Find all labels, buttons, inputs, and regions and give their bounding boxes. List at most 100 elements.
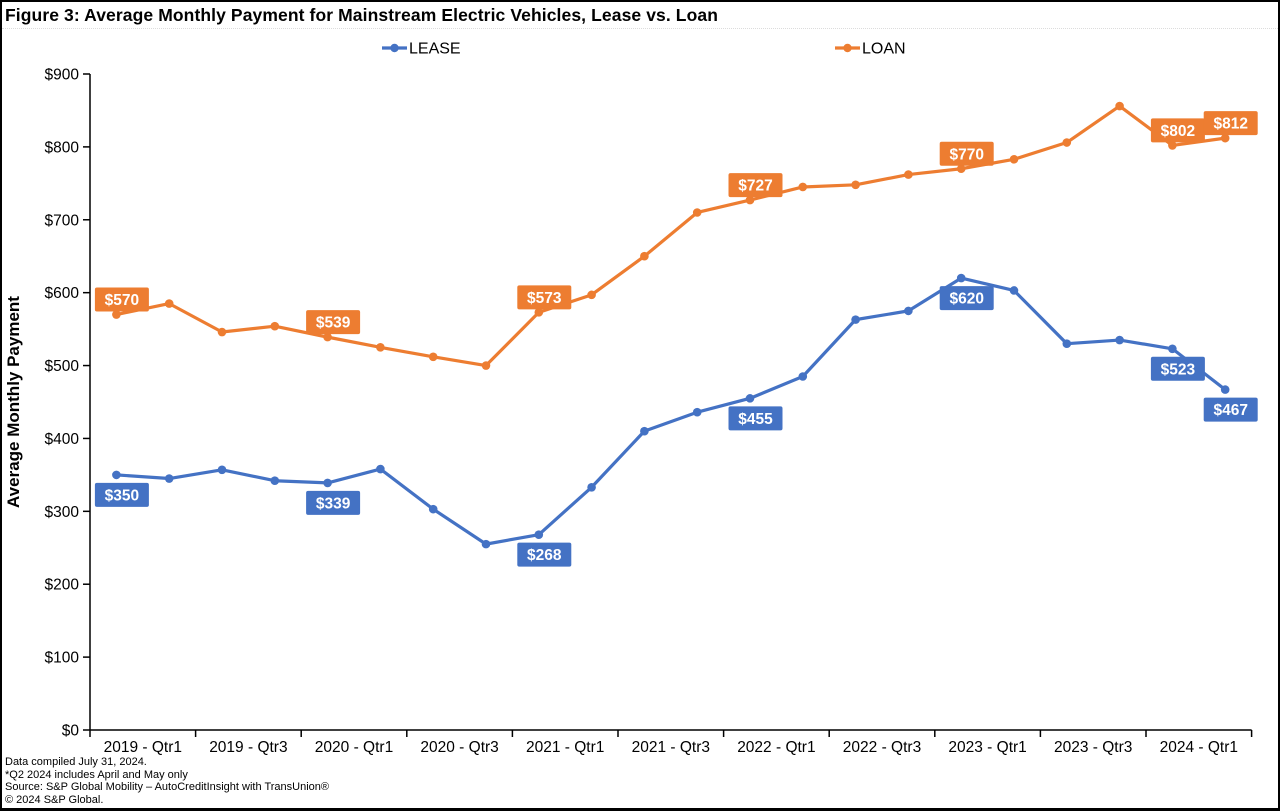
loan-data-label-box bbox=[517, 285, 572, 310]
legend-item-loan: LOAN bbox=[835, 41, 906, 58]
lease-data-point bbox=[851, 315, 860, 324]
lease-data-point bbox=[534, 530, 544, 539]
footnote-q2-note: *Q2 2024 includes April and May only bbox=[5, 768, 188, 781]
lease-data-label: $523 bbox=[1161, 361, 1196, 378]
loan-data-point bbox=[217, 327, 227, 337]
lease-data-label: $620 bbox=[949, 291, 983, 308]
lease-data-label: $455 bbox=[738, 411, 773, 428]
y-axis-title: Average Monthly Payment bbox=[4, 296, 23, 508]
y-axis-tick-label: $600 bbox=[45, 285, 80, 302]
loan-data-point bbox=[851, 180, 860, 190]
x-axis-tick-label: 2020 - Qtr3 bbox=[420, 739, 498, 756]
x-axis-tick-label: 2023 - Qtr3 bbox=[1054, 739, 1132, 756]
series-lines bbox=[112, 101, 1230, 549]
footnote-copyright: © 2024 S&P Global. bbox=[5, 793, 104, 806]
loan-line bbox=[114, 104, 1227, 368]
legend-label-loan: LOAN bbox=[862, 41, 906, 58]
loan-data-label-box bbox=[94, 287, 149, 312]
y-axis-tick-label: $900 bbox=[45, 67, 80, 84]
y-axis-tick-label: $100 bbox=[45, 650, 80, 667]
loan-data-point bbox=[428, 352, 438, 362]
lease-data-point bbox=[1168, 344, 1177, 354]
y-axis-tick-label: $800 bbox=[45, 139, 80, 156]
lease-data-label: $467 bbox=[1213, 402, 1247, 419]
loan-data-label: $812 bbox=[1213, 116, 1247, 133]
y-axis-tick-label: $200 bbox=[45, 577, 80, 594]
figure-title: Figure 3: Average Monthly Payment for Ma… bbox=[5, 5, 718, 25]
x-axis-tick-label: 2024 - Qtr1 bbox=[1160, 739, 1238, 756]
x-axis-tick-label: 2023 - Qtr1 bbox=[948, 739, 1026, 756]
loan-data-point bbox=[587, 290, 596, 300]
lease-data-point bbox=[217, 465, 227, 475]
lease-data-point bbox=[1220, 385, 1230, 394]
footnote-compiled: Data compiled July 31, 2024. bbox=[5, 756, 147, 768]
x-axis-tick-label: 2021 - Qtr3 bbox=[632, 739, 710, 756]
lease-data-label: $350 bbox=[105, 487, 139, 504]
loan-data-point bbox=[270, 321, 280, 331]
loan-data-point bbox=[956, 164, 966, 174]
lease-data-point bbox=[798, 372, 808, 381]
lease-data-point bbox=[1062, 339, 1072, 348]
lease-data-label: $339 bbox=[316, 495, 351, 512]
lease-data-point bbox=[481, 539, 491, 549]
legend-label-lease: LEASE bbox=[409, 41, 461, 58]
footnote-source: Source: S&P Global Mobility – AutoCredit… bbox=[5, 781, 330, 794]
lease-data-label-box bbox=[939, 286, 994, 311]
lease-data-label-box bbox=[517, 542, 572, 567]
loan-data-point bbox=[1009, 154, 1019, 164]
lease-data-point bbox=[376, 464, 385, 474]
axes: $0 $100 $200 $300 $400 $500 $600 $700 $800 $900 20… bbox=[45, 67, 1253, 756]
x-axis-tick-label: 2020 - Qtr1 bbox=[315, 739, 393, 756]
loan-data-label: $802 bbox=[1161, 123, 1195, 140]
lease-data-point bbox=[587, 482, 596, 492]
y-axis-tick-label: $700 bbox=[45, 212, 80, 229]
loan-data-point bbox=[164, 299, 174, 308]
lease-data-point bbox=[956, 273, 966, 283]
lease-data-point bbox=[692, 407, 702, 417]
lease-data-label-box bbox=[1203, 397, 1258, 422]
lease-data-point bbox=[904, 306, 913, 316]
loan-data-label-box bbox=[306, 310, 361, 335]
lease-data-label-box bbox=[306, 490, 361, 515]
data-labels: $350 $339 $268 $455 $620 $523 $467 $570 $539 $573… bbox=[94, 111, 1258, 567]
lease-data-label: $268 bbox=[527, 547, 562, 564]
x-axis-tick-label: 2019 - Qtr1 bbox=[104, 739, 182, 756]
legend: LEASE LOAN bbox=[382, 41, 906, 58]
loan-data-point bbox=[481, 361, 491, 370]
loan-data-label: $770 bbox=[949, 146, 983, 163]
loan-data-label-box bbox=[728, 173, 783, 198]
lease-data-point bbox=[1115, 335, 1124, 345]
x-axis-tick-label: 2021 - Qtr1 bbox=[526, 739, 604, 756]
lease-data-label-box bbox=[94, 482, 149, 507]
loan-data-point bbox=[1062, 138, 1072, 147]
x-axis-tick-label: 2022 - Qtr3 bbox=[843, 739, 921, 756]
lease-data-point bbox=[640, 426, 649, 436]
loan-data-label-box bbox=[939, 141, 994, 166]
loan-data-point bbox=[798, 182, 808, 192]
loan-data-label-box bbox=[1150, 118, 1205, 143]
lease-data-point bbox=[745, 394, 755, 403]
y-axis-tick-label: $0 bbox=[62, 723, 80, 740]
lease-data-point bbox=[1009, 286, 1019, 295]
lease-data-label-box bbox=[1150, 356, 1205, 381]
lease-data-point bbox=[112, 470, 121, 480]
y-axis-tick-label: $500 bbox=[45, 358, 80, 375]
legend-item-lease: LEASE bbox=[382, 41, 461, 58]
lease-legend-dot-icon bbox=[390, 43, 399, 53]
loan-data-label: $573 bbox=[527, 290, 562, 307]
loan-data-point bbox=[112, 310, 121, 319]
loan-data-point bbox=[534, 308, 544, 317]
y-axis-tick-label: $300 bbox=[45, 504, 80, 521]
loan-data-point bbox=[640, 251, 649, 261]
x-axis-tick-label: 2022 - Qtr1 bbox=[737, 739, 815, 756]
loan-data-label-box bbox=[1203, 111, 1258, 136]
lease-data-point bbox=[270, 476, 280, 486]
loan-data-point bbox=[323, 332, 332, 342]
loan-data-point bbox=[376, 343, 385, 352]
loan-data-point bbox=[1220, 133, 1230, 143]
lease-data-point bbox=[323, 478, 332, 488]
loan-data-label: $727 bbox=[738, 178, 772, 195]
lease-line bbox=[114, 276, 1227, 546]
